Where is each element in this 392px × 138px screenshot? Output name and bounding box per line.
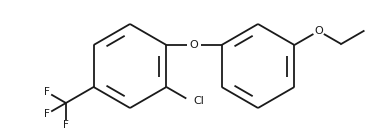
Text: O: O — [190, 40, 198, 50]
Text: O: O — [314, 26, 323, 36]
Text: F: F — [44, 87, 50, 97]
Text: F: F — [63, 120, 69, 130]
Text: Cl: Cl — [194, 96, 205, 106]
Text: F: F — [44, 109, 50, 119]
